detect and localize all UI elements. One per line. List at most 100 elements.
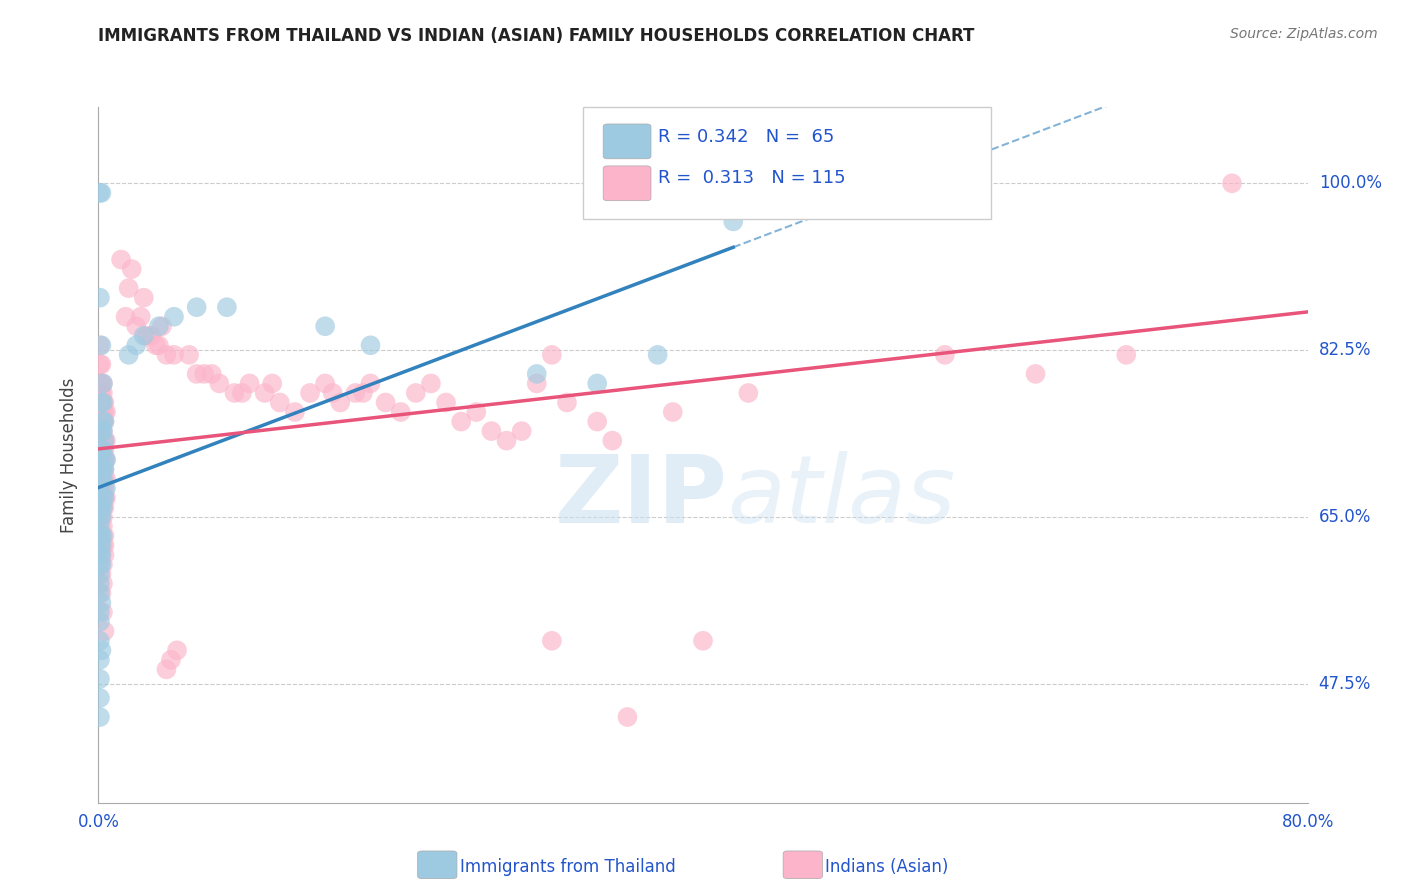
Point (91, 415, 114, 429)
Point (934, 348, 956, 362)
Point (90, 548, 112, 562)
Point (118, 348, 141, 362)
Point (262, 376, 284, 391)
Point (91, 529, 114, 543)
Point (374, 395, 396, 409)
Point (586, 415, 609, 429)
Point (89, 519, 111, 533)
Point (231, 386, 253, 401)
Point (93, 443, 115, 458)
Point (90, 462, 112, 476)
Point (91, 472, 114, 486)
Point (526, 376, 548, 391)
Point (89, 462, 111, 476)
Point (93, 491, 115, 505)
Point (540, 348, 562, 362)
Point (118, 281, 141, 295)
Point (89, 509, 111, 524)
Point (91, 395, 114, 409)
Point (89, 605, 111, 619)
Point (322, 386, 344, 401)
Point (90, 386, 112, 401)
Point (91, 576, 114, 591)
Point (93, 548, 115, 562)
Point (89, 615, 111, 629)
Point (91, 405, 114, 419)
Point (93, 405, 115, 419)
Point (90, 338, 112, 352)
Point (90, 529, 112, 543)
Point (90, 376, 112, 391)
Point (269, 395, 291, 409)
Point (89, 472, 111, 486)
Point (90, 472, 112, 486)
Point (89, 376, 111, 391)
Point (129, 310, 152, 324)
Point (94, 481, 117, 495)
Point (661, 405, 683, 419)
Point (692, 633, 714, 648)
Point (91, 605, 114, 619)
Point (91, 376, 114, 391)
Point (94, 452, 117, 467)
Point (121, 262, 143, 277)
Point (94, 472, 117, 486)
Point (555, 395, 578, 409)
Point (352, 386, 374, 401)
Point (125, 338, 148, 352)
Point (90, 539, 112, 553)
Point (193, 367, 215, 381)
Point (90, 539, 112, 553)
Point (90, 472, 112, 486)
Y-axis label: Family Households: Family Households (59, 377, 77, 533)
Point (93, 500, 115, 515)
Point (160, 653, 183, 667)
Point (91, 462, 114, 476)
Point (90, 424, 112, 438)
Point (208, 376, 231, 391)
Point (201, 367, 224, 381)
Text: IMMIGRANTS FROM THAILAND VS INDIAN (ASIAN) FAMILY HOUSEHOLDS CORRELATION CHART: IMMIGRANTS FROM THAILAND VS INDIAN (ASIA… (98, 27, 974, 45)
Point (1115, 348, 1137, 362)
Point (89, 186, 111, 200)
Point (1024, 367, 1046, 381)
Point (602, 434, 624, 448)
Point (93, 462, 115, 476)
Point (90, 586, 112, 600)
Text: atlas: atlas (727, 451, 956, 542)
Point (91, 558, 114, 572)
Point (89, 500, 111, 515)
Point (89, 519, 111, 533)
Point (93, 434, 115, 448)
Point (93, 434, 115, 448)
Point (93, 539, 115, 553)
Point (150, 319, 173, 334)
Point (91, 395, 114, 409)
Point (89, 586, 111, 600)
Point (90, 443, 112, 458)
Point (91, 519, 114, 533)
Point (91, 500, 114, 515)
Point (93, 481, 115, 495)
Point (90, 452, 112, 467)
Point (215, 300, 238, 314)
Point (89, 424, 111, 438)
Text: 47.5%: 47.5% (1319, 674, 1371, 693)
Point (89, 338, 111, 352)
Point (89, 710, 111, 724)
Point (360, 338, 382, 352)
Point (91, 462, 114, 476)
Point (93, 529, 115, 543)
Point (89, 653, 111, 667)
Point (526, 367, 548, 381)
Point (89, 576, 111, 591)
Point (166, 643, 188, 657)
Point (90, 509, 112, 524)
Point (89, 395, 111, 409)
Point (89, 567, 111, 582)
Point (89, 529, 111, 543)
Point (91, 443, 114, 458)
Point (434, 395, 457, 409)
Point (94, 491, 117, 505)
Text: Immigrants from Thailand: Immigrants from Thailand (460, 858, 675, 876)
